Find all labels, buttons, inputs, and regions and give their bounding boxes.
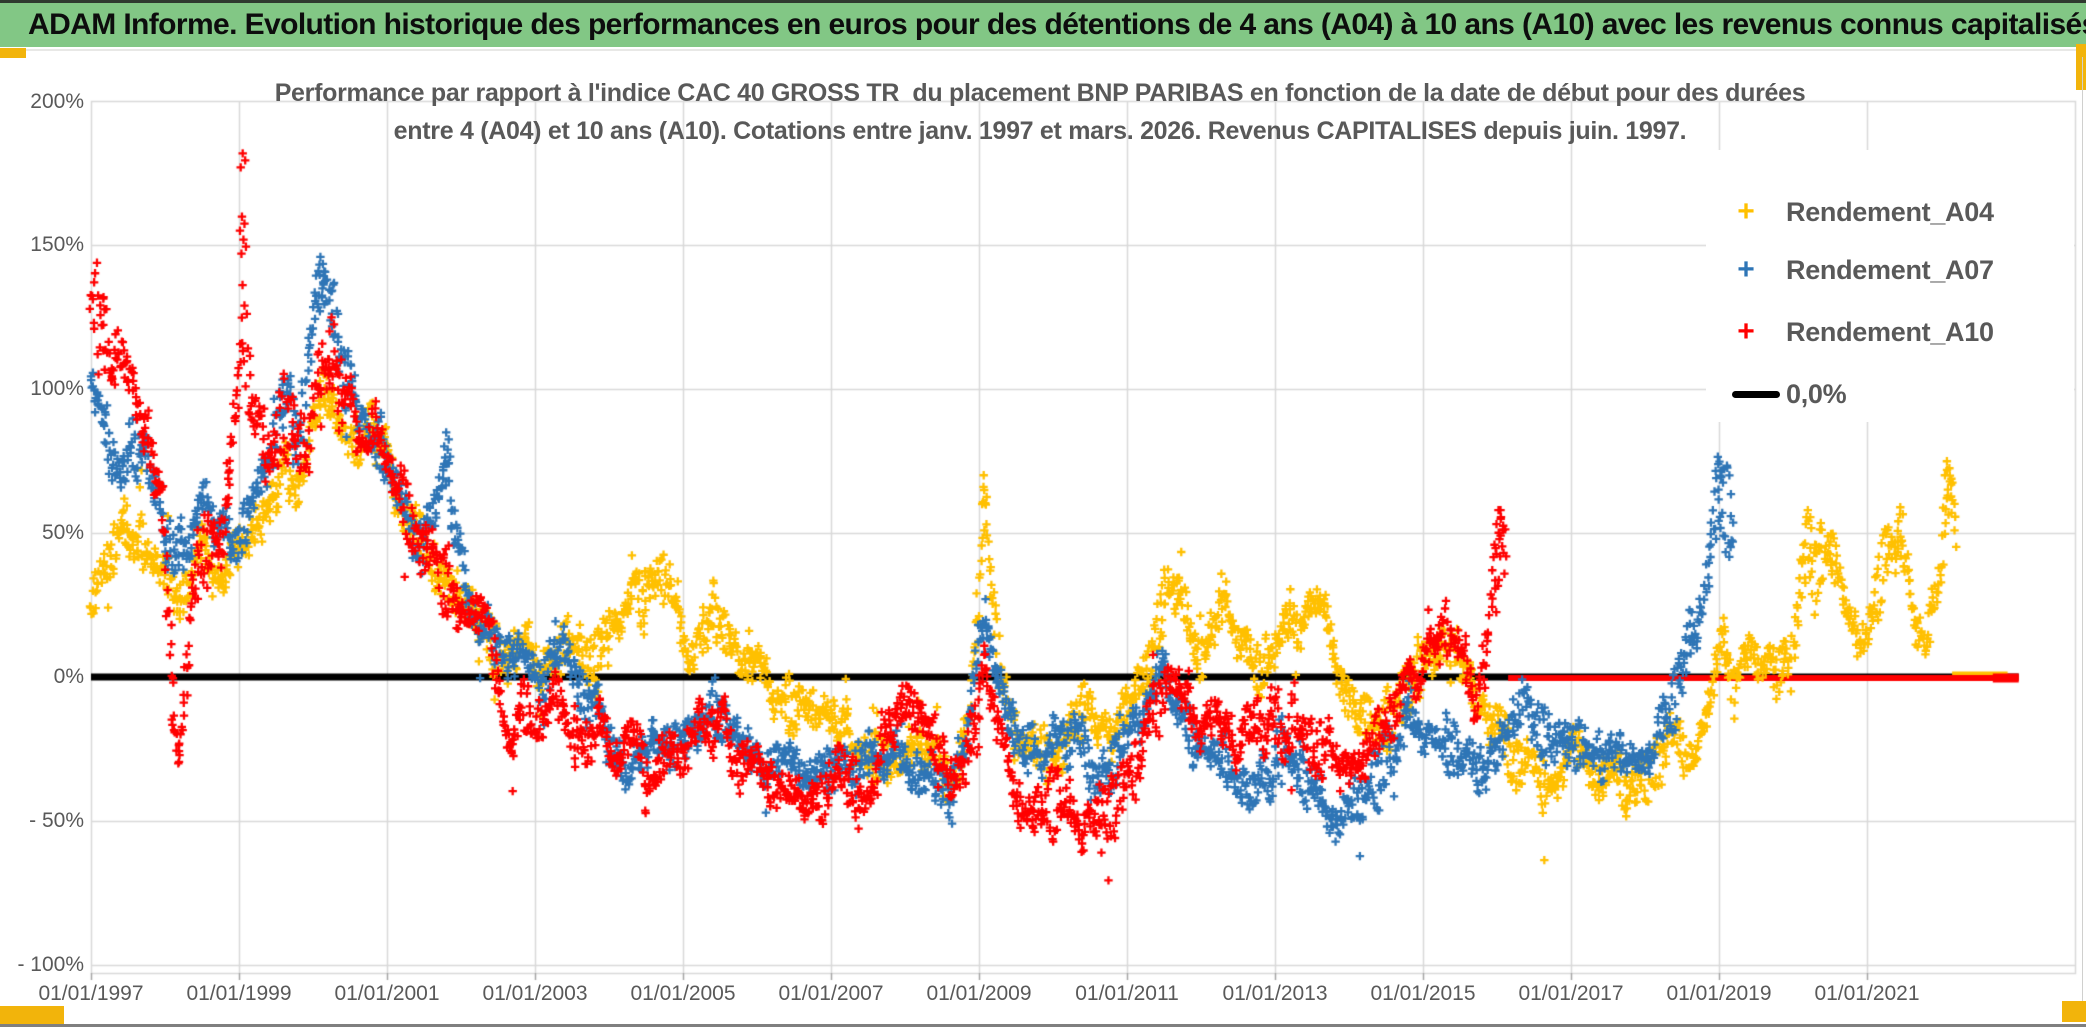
x-tick-label: 01/01/2007 [778,982,884,1005]
x-tick-label: 01/01/1997 [38,982,144,1005]
plus-marker-icon: + [1737,195,1755,228]
x-tick-label: 01/01/2021 [1814,982,1920,1005]
y-tick-label: 200% [30,89,84,113]
gold-accent-top-left [0,48,26,58]
x-tick-label: 01/01/2011 [1075,982,1179,1005]
chart-title-line-1: Performance par rapport à l'indice CAC 4… [274,79,1806,107]
x-tick-label: 01/01/2009 [926,982,1032,1005]
x-tick-label: 01/01/2019 [1666,982,1772,1005]
right-edge-line [2082,57,2083,1001]
x-tick-label: 01/01/2013 [1222,982,1328,1005]
legend-label: Rendement_A10 [1786,316,1994,347]
y-tick-label: 0% [53,665,84,688]
x-tick-label: 01/01/2017 [1518,982,1624,1005]
y-tick-label: - 100% [17,952,84,976]
legend-label: 0,0% [1786,378,1847,409]
window-bottom-border [0,1024,2086,1027]
x-tick-label: 01/01/1999 [186,982,292,1005]
plus-marker-icon: + [1737,253,1755,286]
x-tick-label: 01/01/2005 [630,982,736,1005]
legend-label: Rendement_A04 [1786,196,1994,227]
x-tick-label: 01/01/2003 [482,982,588,1005]
x-tick-label: 01/01/2015 [1370,982,1476,1005]
y-tick-label: 150% [30,233,84,257]
chart-title-line-2: entre 4 (A04) et 10 ans (A10). Cotations… [393,117,1687,145]
legend-item-rendement-a04[interactable]: + Rendement_A04 [1706,190,2074,234]
y-tick-label: 50% [41,521,84,545]
plus-marker-icon: + [1737,315,1755,348]
x-tick-label: 01/01/2001 [334,982,440,1005]
legend-item-rendement-a10[interactable]: + Rendement_A10 [1706,310,2074,354]
y-tick-label: - 50% [29,808,84,832]
legend-label: Rendement_A07 [1786,254,1994,285]
legend[interactable]: + Rendement_A04 + Rendement_A07 + Rendement_A… [1706,150,2074,422]
gold-accent-bottom-right [2062,1001,2086,1022]
legend-item-rendement-a07[interactable]: + Rendement_A07 [1706,248,2074,292]
gold-accent-bottom-left [0,1006,64,1025]
line-marker-icon [1732,390,1780,398]
chart-title: Performance par rapport à l'indice CAC 4… [240,74,1840,150]
gold-accent-top-right [2076,44,2086,90]
y-tick-label: 100% [30,377,84,401]
legend-item-0-0-[interactable]: 0,0% [1706,372,2074,416]
